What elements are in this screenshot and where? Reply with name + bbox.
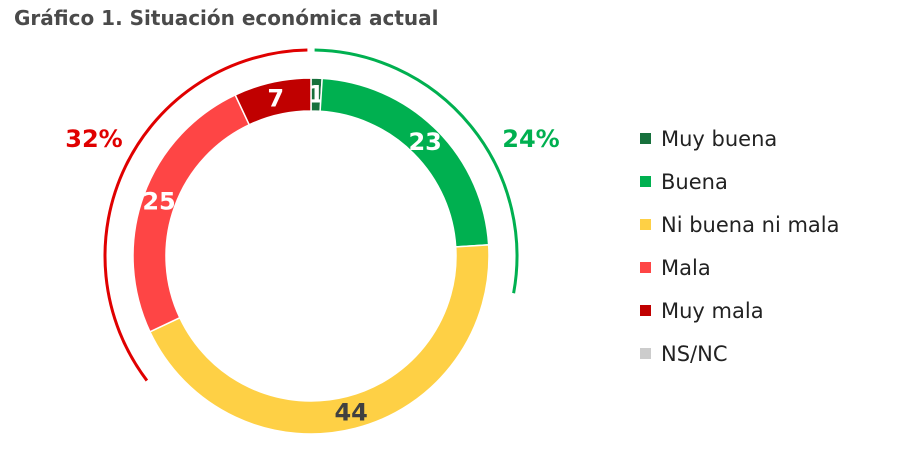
data-label-ni-buena-ni-mala: 44 [334, 398, 367, 426]
legend: Muy buena Buena Ni buena ni mala Mala Muy ma… [640, 117, 839, 375]
group-label-2: 32% [65, 125, 122, 153]
legend-item-muy-mala: Muy mala [640, 289, 839, 332]
legend-label: Buena [661, 169, 728, 194]
chart-title: Gráfico 1. Situación económica actual [14, 6, 439, 30]
group-label-1: 24% [502, 125, 559, 153]
donut-segment-muy-mala [234, 77, 312, 126]
data-label-buena: 23 [408, 128, 441, 156]
donut-segment-buena [319, 77, 490, 248]
legend-label: Muy buena [661, 126, 778, 151]
legend-swatch [640, 133, 651, 144]
legend-label: Mala [661, 255, 711, 280]
legend-item-muy-buena: Muy buena [640, 117, 839, 160]
legend-swatch [640, 348, 651, 359]
data-label-mala: 25 [142, 187, 175, 215]
group-arc-1 [314, 48, 519, 294]
legend-swatch [640, 176, 651, 187]
donut-segment-ni-buena-ni-mala [148, 244, 490, 435]
legend-label: NS/NC [661, 341, 728, 366]
data-label-muy-mala: 7 [267, 84, 284, 112]
legend-swatch [640, 305, 651, 316]
legend-swatch [640, 262, 651, 273]
legend-item-ni-buena-ni-mala: Ni buena ni mala [640, 203, 839, 246]
group-arc-2 [103, 48, 308, 382]
legend-label: Ni buena ni mala [661, 212, 840, 237]
legend-swatch [640, 219, 651, 230]
legend-item-ns-nc: NS/NC [640, 332, 839, 375]
legend-item-mala: Mala [640, 246, 839, 289]
legend-item-buena: Buena [640, 160, 839, 203]
legend-label: Muy mala [661, 298, 764, 323]
